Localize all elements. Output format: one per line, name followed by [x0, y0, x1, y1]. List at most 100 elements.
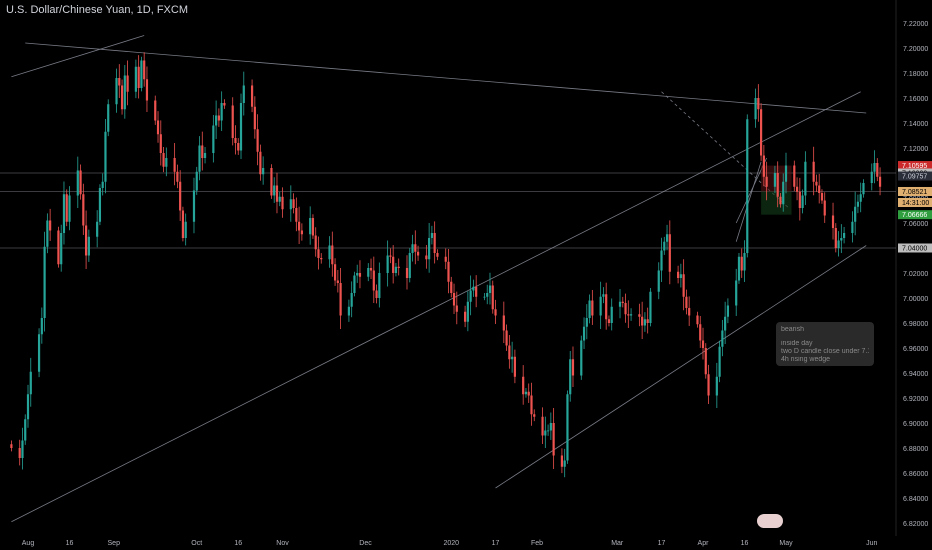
candle-body [203, 153, 207, 158]
candle-body [469, 290, 472, 302]
candle-body [317, 249, 320, 258]
candle-body [779, 196, 782, 205]
candle-body [104, 131, 107, 182]
candle-body [878, 176, 882, 187]
candle-body [416, 251, 420, 256]
candle-body [798, 191, 801, 208]
candle-body [854, 206, 857, 222]
candle-body [181, 210, 185, 238]
candle-body [851, 221, 854, 233]
candle-body [560, 455, 564, 467]
candle-body [679, 274, 682, 278]
candle-body [295, 208, 298, 222]
candle-body [823, 200, 826, 216]
candle-body [40, 318, 43, 335]
candle-body [873, 163, 876, 172]
candle-body [541, 416, 544, 436]
candle-body [314, 235, 317, 250]
price-label-box [898, 161, 932, 171]
y-tick-label: 6.90000 [903, 421, 928, 428]
candle-body [566, 394, 569, 461]
candle-body [795, 186, 799, 192]
price-label-text: 7.09757 [902, 174, 927, 181]
candle-body [212, 125, 215, 153]
candle-body [154, 100, 157, 121]
candle-body [621, 301, 624, 303]
candle-body [37, 334, 41, 372]
candle-body [582, 326, 586, 341]
candle-body [740, 256, 743, 271]
candle-body [505, 330, 508, 346]
candle-body [585, 318, 588, 327]
trend-line [11, 35, 145, 78]
x-tick-label: 16 [741, 540, 749, 547]
candle-body [408, 253, 411, 278]
candle-body [533, 414, 536, 417]
candle-body [765, 176, 768, 187]
candle-body [605, 294, 608, 320]
candle-body [511, 356, 514, 360]
candle-body [862, 183, 865, 195]
candle-body [231, 105, 234, 138]
x-tick-label: 16 [234, 540, 242, 547]
candle-body [192, 190, 196, 222]
candle-body [217, 115, 220, 121]
candle-body [311, 218, 315, 236]
candle-body [522, 376, 525, 395]
candle-body [270, 168, 273, 196]
y-tick-label: 6.98000 [903, 321, 928, 328]
candle-body [118, 78, 121, 86]
candle-body [259, 151, 262, 175]
candle-body [281, 196, 284, 210]
take-profit-zone [761, 191, 792, 215]
candle-body [793, 165, 796, 187]
candle-body [115, 78, 118, 105]
candle-body [298, 221, 301, 231]
candle-body [812, 161, 815, 182]
candle-body [466, 301, 469, 322]
candle-body [820, 193, 824, 201]
candle-body [571, 359, 575, 376]
candle-body [818, 185, 821, 193]
candle-body [394, 266, 398, 273]
y-tick-label: 7.14000 [903, 121, 928, 128]
candle-body [292, 199, 295, 208]
annotation-note[interactable]: bearish inside day two D candle close un… [776, 322, 874, 366]
candle-body [870, 171, 873, 183]
price-label-box [898, 186, 932, 196]
candle-body [123, 75, 126, 110]
candle-body [358, 273, 362, 277]
candle-body [430, 233, 433, 238]
candle-body [530, 395, 533, 415]
candle-body [367, 268, 370, 277]
candle-body [563, 460, 566, 467]
candle-body [660, 250, 663, 271]
candle-body [472, 286, 475, 291]
candle-body [677, 271, 680, 278]
candle-body [386, 255, 389, 273]
price-label-box [898, 210, 932, 220]
y-tick-label: 7.00000 [903, 296, 928, 303]
candle-body [173, 158, 176, 172]
candle-body [544, 430, 547, 436]
candle-body [414, 244, 417, 252]
candle-body [134, 66, 137, 92]
price-label-box [898, 198, 932, 207]
candle-body [629, 314, 633, 316]
x-tick-label: Oct [191, 540, 202, 547]
candle-body [98, 188, 102, 222]
candle-body [483, 296, 486, 298]
candle-body [602, 294, 605, 297]
candle-body [773, 173, 777, 187]
candle-body [834, 228, 837, 248]
candle-body [801, 195, 804, 208]
y-tick-label: 7.16000 [903, 96, 928, 103]
note-heading: bearish [781, 326, 804, 333]
candle-body [350, 293, 353, 307]
x-tick-label: Mar [611, 540, 624, 547]
candle-body [87, 236, 90, 256]
candle-body [721, 330, 724, 347]
candle-body [201, 145, 204, 158]
y-tick-label: 7.22000 [903, 21, 928, 28]
